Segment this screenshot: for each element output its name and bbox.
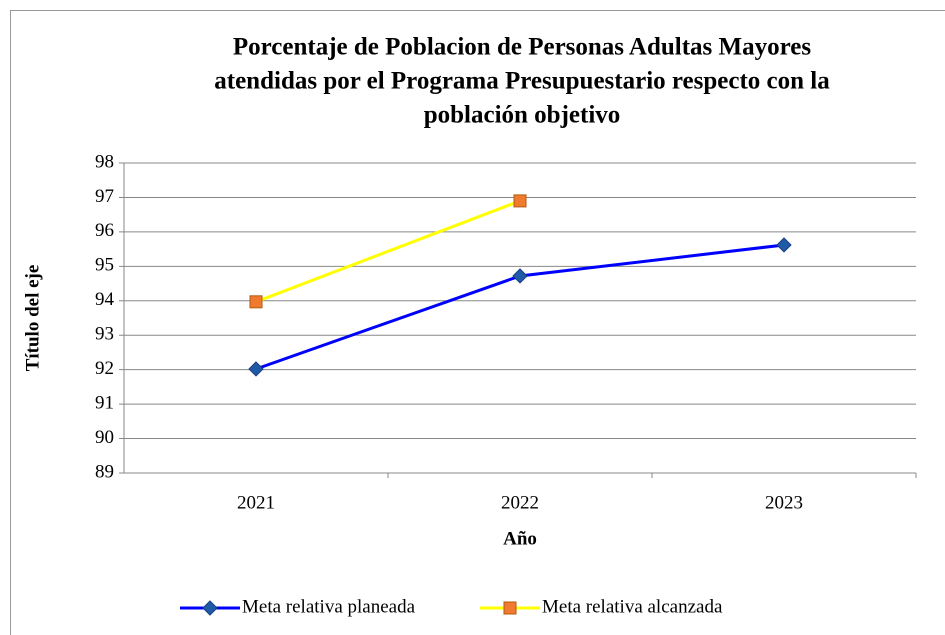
marker: [512, 268, 528, 284]
legend-label: Meta relativa planeada: [242, 596, 416, 617]
y-tick-label: 96: [95, 220, 114, 241]
marker: [248, 361, 264, 377]
marker: [513, 194, 527, 208]
y-tick-label: 93: [95, 324, 114, 345]
y-tick-label: 97: [95, 186, 114, 207]
chart-border: [10, 10, 945, 635]
y-tick-label: 92: [95, 358, 114, 379]
y-tick-label: 89: [95, 461, 114, 482]
x-tick-label: 2023: [765, 492, 803, 513]
x-axis-label: Año: [503, 528, 537, 549]
marker: [776, 237, 792, 253]
x-tick-label: 2022: [501, 492, 539, 513]
marker: [202, 600, 218, 616]
y-tick-label: 95: [95, 255, 114, 276]
x-tick-label: 2021: [237, 492, 275, 513]
legend-label: Meta relativa alcanzada: [542, 596, 723, 617]
y-tick-label: 94: [95, 289, 115, 310]
marker: [249, 295, 263, 309]
y-tick-label: 91: [95, 392, 114, 413]
chart-title: Porcentaje de Poblacion de Personas Adul…: [233, 34, 811, 61]
y-tick-label: 98: [95, 151, 114, 172]
y-axis-label: Título del eje: [22, 265, 43, 372]
y-tick-label: 90: [95, 427, 114, 448]
marker: [503, 601, 517, 615]
chart-title: atendidas por el Programa Presupuestario…: [214, 68, 830, 95]
chart-title: población objetivo: [424, 102, 621, 129]
series-line: [255, 199, 521, 304]
